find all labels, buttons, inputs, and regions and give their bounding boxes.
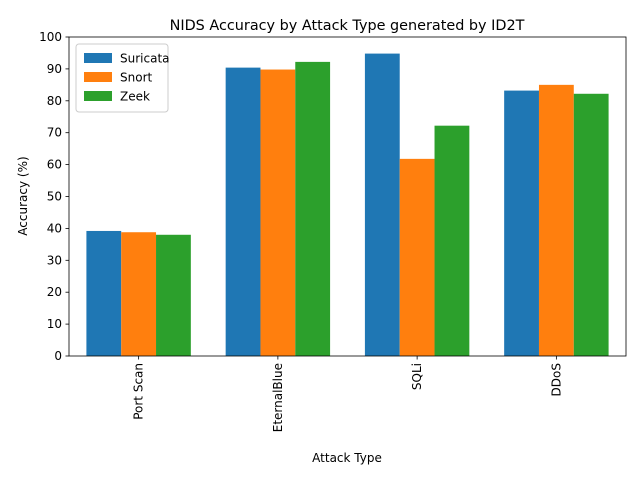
chart-title: NIDS Accuracy by Attack Type generated b… — [170, 18, 525, 34]
x-tick-label: EternalBlue — [271, 363, 285, 432]
y-tick-label: 40 — [47, 221, 62, 235]
x-tick-label: SQLi — [410, 363, 424, 390]
x-tick-label: Port Scan — [132, 363, 146, 420]
legend-label-snort: Snort — [120, 71, 152, 85]
bar-zeek-sqli — [434, 125, 470, 357]
legend-label-zeek: Zeek — [120, 90, 150, 104]
bar-suricata-port-scan — [86, 230, 122, 356]
bar-zeek-port-scan — [156, 234, 191, 356]
y-tick-label: 30 — [47, 253, 62, 267]
plot-area: 0 10 20 30 40 50 60 70 80 90 100 Port Scan EternalBl… — [39, 30, 627, 432]
legend-swatch-zeek — [84, 91, 112, 101]
y-tick-label: 100 — [39, 30, 62, 44]
bar-snort-eternalblue — [260, 69, 296, 356]
bar-suricata-ddos — [504, 90, 539, 356]
bar-suricata-eternalblue — [225, 67, 261, 357]
y-tick-label: 0 — [54, 349, 62, 363]
legend-swatch-snort — [84, 72, 112, 82]
bar-snort-sqli — [399, 158, 435, 356]
y-tick-label: 80 — [47, 94, 62, 108]
bar-suricata-sqli — [364, 53, 400, 357]
y-tick-label: 20 — [47, 285, 62, 299]
legend-label-suricata: Suricata — [120, 52, 170, 66]
y-axis-label: Accuracy (%) — [16, 156, 30, 235]
y-tick-label: 10 — [47, 317, 62, 331]
y-tick-label: 70 — [47, 126, 62, 140]
legend-swatch-suricata — [84, 53, 112, 63]
y-tick-label: 90 — [47, 62, 62, 76]
bar-zeek-eternalblue — [295, 61, 331, 356]
bar-snort-port-scan — [121, 232, 157, 356]
x-axis-label: Attack Type — [312, 451, 382, 465]
y-tick-label: 60 — [47, 158, 62, 172]
x-tick-label: DDoS — [549, 363, 563, 396]
y-tick-label: 50 — [47, 190, 62, 204]
bar-snort-ddos — [538, 84, 574, 356]
legend: Suricata Snort Zeek — [75, 43, 170, 113]
bar-zeek-ddos — [573, 93, 609, 356]
